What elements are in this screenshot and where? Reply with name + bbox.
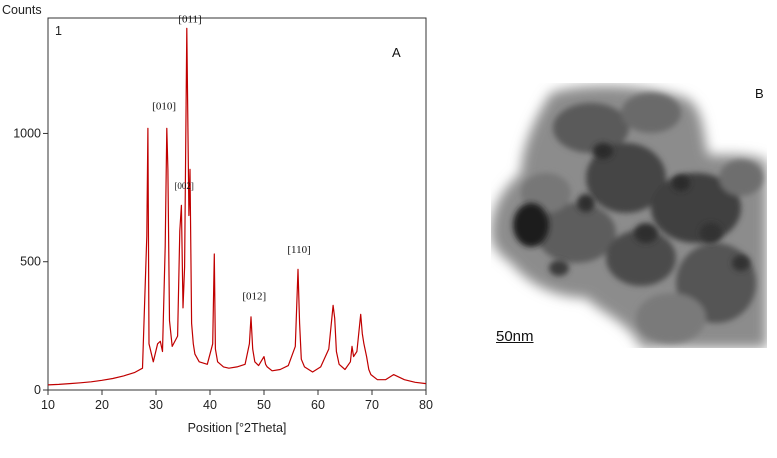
x-tick-label-30: 30 (149, 398, 163, 412)
x-tick-label-60: 60 (311, 398, 325, 412)
panel-b-label: B (755, 86, 764, 101)
x-tick-label-50: 50 (257, 398, 271, 412)
x-tick-label-70: 70 (365, 398, 379, 412)
y-tick-label-500: 500 (20, 255, 41, 269)
x-tick-label-80: 80 (419, 398, 433, 412)
peak-label-3: [110] (287, 244, 310, 256)
inset-number: 1 (55, 24, 62, 38)
scale-bar-label: 50nm (496, 328, 534, 345)
annotation-layer: [011] [010] [002] [110] [012] (152, 13, 311, 302)
tem-micrograph (491, 83, 767, 348)
y-tick-label-1000: 1000 (13, 126, 41, 140)
ticks-layer: 10 20 30 40 50 60 70 80 0 500 1000 (13, 126, 433, 412)
x-tick-label-20: 20 (95, 398, 109, 412)
x-axis-title: Position [°2Theta] (188, 421, 287, 435)
peak-label-4: [012] (242, 290, 266, 302)
peak-label-1: [010] (152, 100, 176, 112)
series-layer (47, 27, 427, 386)
x-tick-label-40: 40 (203, 398, 217, 412)
y-axis-title: Counts (2, 3, 42, 17)
peak-label-0: [011] (178, 13, 201, 25)
xrd-chart: Counts Position [°2Theta] A 1 10 20 30 40 50… (2, 3, 433, 435)
series-line-0 (47, 27, 427, 386)
panel-a-label: A (392, 45, 401, 60)
x-tick-label-10: 10 (41, 398, 55, 412)
peak-label-2: [002] (174, 181, 194, 191)
y-tick-label-0: 0 (34, 383, 41, 397)
plot-frame (47, 17, 427, 391)
